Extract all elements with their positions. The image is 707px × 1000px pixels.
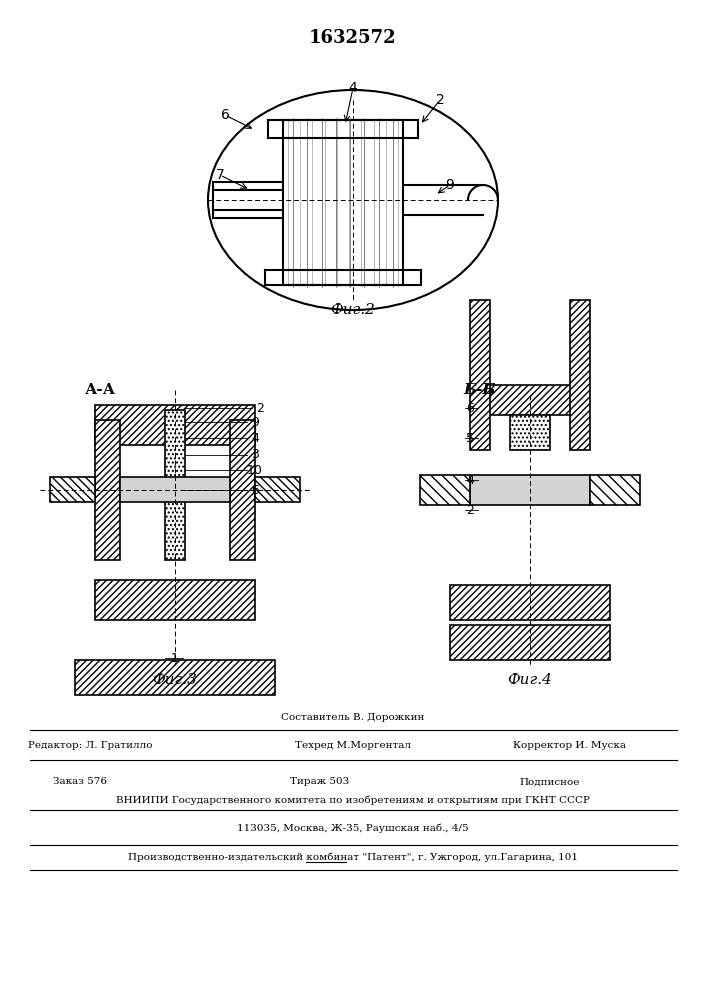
Text: 6: 6 (251, 484, 259, 496)
Text: 4: 4 (251, 432, 259, 444)
Text: Тираж 503: Тираж 503 (291, 778, 350, 786)
Text: Производственно-издательский комбинат "Патент", г. Ужгород, ул.Гагарина, 101: Производственно-издательский комбинат "П… (128, 852, 578, 862)
Bar (420, 475, 470, 505)
Bar (95, 420, 120, 560)
Text: Подписное: Подписное (520, 778, 580, 786)
Text: 2: 2 (256, 401, 264, 414)
Bar (75, 660, 275, 695)
Text: Заказ 576: Заказ 576 (53, 778, 107, 786)
Text: Фиг.4: Фиг.4 (508, 673, 552, 687)
Text: Составитель В. Дорожкин: Составитель В. Дорожкин (281, 714, 425, 722)
Text: 6: 6 (221, 108, 230, 122)
Text: Б-Б: Б-Б (464, 383, 496, 397)
Bar (590, 475, 640, 505)
Bar (120, 477, 230, 502)
Bar (255, 477, 300, 502)
Text: А-А: А-А (84, 383, 115, 397)
Text: 113035, Москва, Ж-35, Раушская наб., 4/5: 113035, Москва, Ж-35, Раушская наб., 4/5 (237, 823, 469, 833)
Text: 4: 4 (466, 474, 474, 487)
Bar (470, 475, 590, 505)
Text: 3: 3 (251, 448, 259, 462)
Text: 2: 2 (466, 504, 474, 516)
Bar (570, 300, 590, 450)
Bar (470, 300, 490, 450)
Bar (230, 420, 255, 560)
Text: Техред М.Моргентал: Техред М.Моргентал (295, 740, 411, 750)
Text: 9: 9 (445, 178, 455, 192)
Text: 4: 4 (349, 81, 357, 95)
Text: 9: 9 (251, 416, 259, 428)
Bar (450, 625, 610, 660)
Text: 7: 7 (216, 168, 224, 182)
Bar (450, 585, 610, 620)
Bar (165, 410, 185, 560)
Text: Редактор: Л. Гратилло: Редактор: Л. Гратилло (28, 740, 152, 750)
Text: 10: 10 (247, 464, 263, 477)
Bar (95, 580, 255, 620)
Bar (510, 415, 550, 450)
Text: Корректор И. Муска: Корректор И. Муска (513, 740, 626, 750)
Bar (480, 385, 580, 415)
Text: Фиг.2: Фиг.2 (331, 303, 375, 317)
Text: 1: 1 (171, 652, 179, 664)
Text: Фиг.3: Фиг.3 (153, 673, 197, 687)
Text: 6: 6 (466, 401, 474, 414)
Text: 5: 5 (466, 432, 474, 444)
Text: 1632572: 1632572 (309, 29, 397, 47)
Bar (50, 477, 95, 502)
Text: ВНИИПИ Государственного комитета по изобретениям и открытиям при ГКНТ СССР: ВНИИПИ Государственного комитета по изоб… (116, 795, 590, 805)
Text: 2: 2 (436, 93, 445, 107)
Bar (95, 405, 255, 445)
